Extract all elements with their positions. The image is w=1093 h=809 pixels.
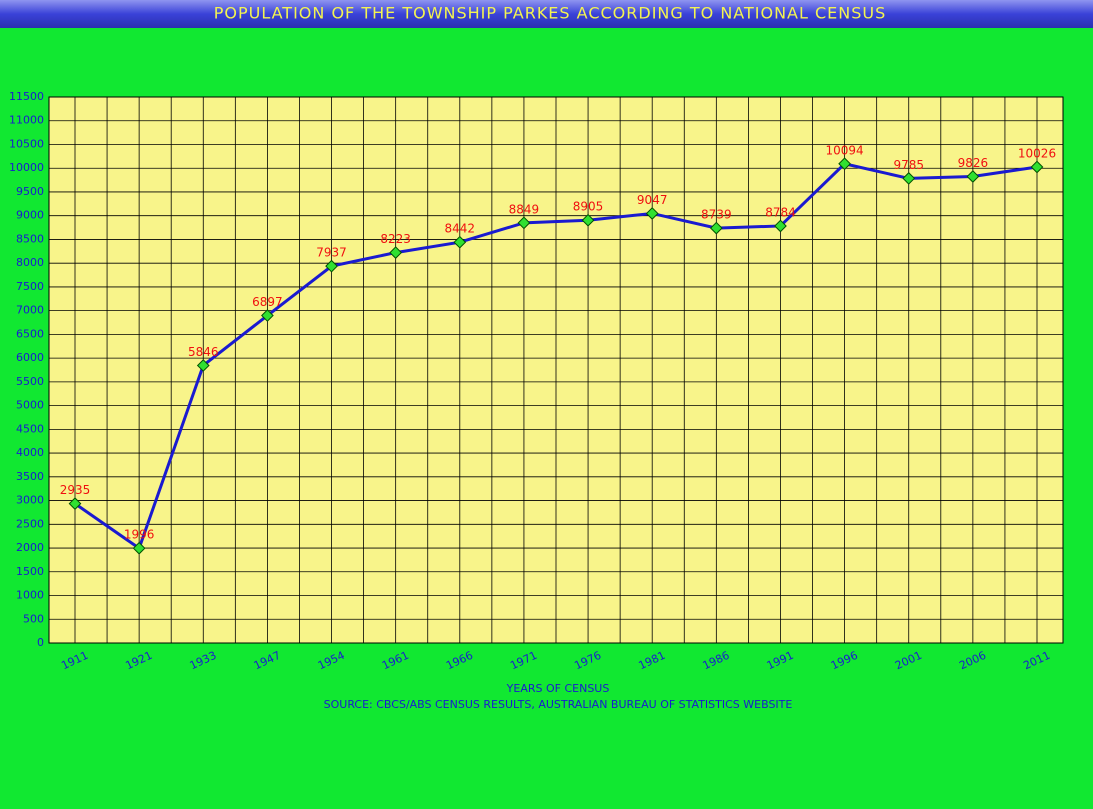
data-label: 10026	[1018, 146, 1056, 160]
marker	[132, 541, 146, 555]
marker	[68, 497, 82, 511]
x-tick-label: 1986	[701, 649, 732, 673]
data-label: 8784	[765, 205, 796, 219]
data-label: 5846	[188, 345, 219, 359]
y-tick-label: 10500	[9, 137, 44, 150]
y-tick-label: 3000	[16, 494, 44, 507]
data-label: 8223	[380, 232, 411, 246]
y-tick-label: 9500	[16, 185, 44, 198]
source: SOURCE: CBCS/ABS CENSUS RESULTS, AUSTRAL…	[324, 698, 793, 711]
y-tick-label: 7500	[16, 280, 44, 293]
x-tick-label: 1961	[380, 649, 411, 673]
y-tick-label: 9000	[16, 209, 44, 222]
marker	[645, 207, 659, 220]
title-bar	[0, 0, 1093, 28]
marker	[196, 359, 210, 372]
marker	[453, 235, 467, 249]
x-tick-label: 1976	[572, 649, 603, 673]
data-label: 1996	[124, 528, 155, 542]
x-tick-label: 1996	[829, 649, 860, 673]
data-label: 10094	[826, 143, 864, 157]
x-tick-label: 1921	[123, 649, 154, 673]
y-tick-label: 2000	[16, 541, 44, 554]
x-axis-label: YEARS OF CENSUS	[506, 682, 610, 695]
line	[74, 162, 1038, 551]
marker	[261, 309, 274, 322]
data-label: 9826	[958, 156, 989, 170]
x-tick-label: 1954	[316, 649, 347, 673]
marker	[902, 172, 916, 185]
y-tick-label: 5500	[16, 375, 44, 388]
data-label: 8739	[701, 208, 732, 222]
x-tick-label: 1981	[637, 649, 668, 673]
y-tick-label: 1000	[16, 589, 44, 602]
y-tick-label: 7000	[16, 304, 44, 317]
x-tick-label: 2011	[1021, 649, 1052, 673]
data-label: 6897	[252, 295, 283, 309]
data-label: 9047	[637, 193, 668, 207]
data-label: 7937	[316, 246, 347, 260]
y-tick-label: 3500	[16, 470, 44, 483]
data-label: 2935	[60, 483, 91, 497]
data-label: 9785	[893, 158, 924, 172]
y-tick-label: 5000	[16, 399, 44, 412]
chart-title: POPULATION OF THE TOWNSHIP PARKES ACCORD…	[214, 4, 887, 23]
data-label: 8442	[445, 222, 476, 236]
x-tick-label: 1966	[444, 649, 475, 673]
y-tick-label: 0	[37, 636, 44, 649]
marker	[774, 219, 787, 233]
marker	[709, 221, 723, 235]
y-tick-label: 500	[23, 612, 44, 625]
x-tick-label: 2001	[893, 649, 924, 673]
marker	[517, 216, 531, 230]
marker	[838, 157, 851, 171]
y-tick-label: 8000	[16, 256, 44, 269]
y-tick-label: 11000	[9, 114, 44, 127]
y-tick-label: 11500	[9, 90, 44, 103]
data-label: 8905	[573, 200, 604, 214]
marker	[1030, 160, 1044, 174]
x-tick-label: 1991	[765, 649, 796, 673]
y-tick-label: 6500	[16, 327, 44, 340]
y-tick-label: 6000	[16, 351, 44, 364]
y-tick-label: 1500	[16, 565, 44, 578]
marker	[581, 213, 595, 227]
marker	[389, 246, 403, 259]
x-tick-label: 2006	[957, 649, 988, 673]
y-tick-label: 4000	[16, 446, 44, 459]
marker	[966, 170, 980, 183]
y-tick-label: 4500	[16, 422, 44, 435]
y-tick-label: 8500	[16, 232, 44, 245]
y-tick-label: 10000	[9, 161, 44, 174]
x-tick-label: 1971	[508, 649, 539, 673]
data-label: 8849	[509, 202, 540, 216]
x-tick-label: 1911	[59, 649, 90, 673]
marker	[325, 259, 338, 273]
x-tick-label: 1933	[188, 649, 219, 673]
y-tick-label: 2500	[16, 517, 44, 530]
x-tick-label: 1947	[252, 649, 283, 673]
